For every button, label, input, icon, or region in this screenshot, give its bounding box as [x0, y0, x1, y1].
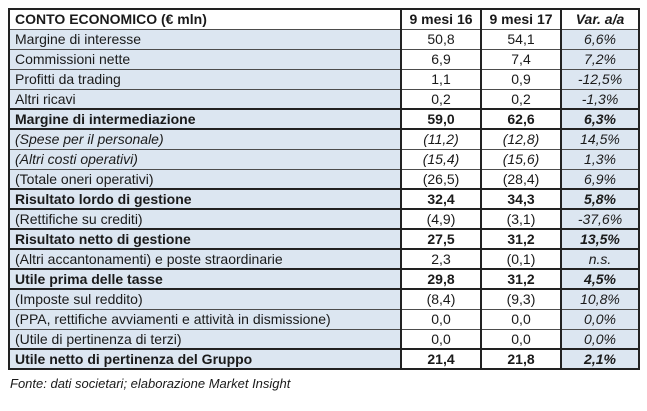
row-label-cell: Risultato lordo di gestione — [8, 188, 402, 210]
table-header-row: CONTO ECONOMICO (€ mln) 9 mesi 16 9 mesi… — [8, 8, 640, 30]
table-row: (Spese per il personale) (11,2) (12,8) 1… — [8, 128, 640, 150]
value-cell-var: 7,2% — [560, 48, 640, 70]
table-title: CONTO ECONOMICO (€ mln) — [8, 8, 402, 30]
value-cell-9m16: 27,5 — [400, 228, 482, 250]
table-row: Commissioni nette 6,9 7,4 7,2% — [8, 48, 640, 70]
row-label-cell: Commissioni nette — [8, 48, 402, 70]
row-label-cell: Profitti da trading — [8, 68, 402, 90]
source-note: Fonte: dati societari; elaborazione Mark… — [10, 376, 291, 391]
column-header-var: Var. a/a — [560, 8, 640, 30]
value-cell-var: 6,3% — [560, 108, 640, 130]
table-row: Altri ricavi 0,2 0,2 -1,3% — [8, 88, 640, 110]
value-cell-9m17: (9,3) — [480, 288, 562, 310]
value-cell-var: 4,5% — [560, 268, 640, 290]
table-row: (Rettifiche su crediti) (4,9) (3,1) -37,… — [8, 208, 640, 230]
table-row-total: Utile netto di pertinenza del Gruppo 21,… — [8, 348, 640, 370]
value-cell-var: 0,0% — [560, 328, 640, 350]
row-label-cell: (Totale oneri operativi) — [8, 168, 402, 190]
value-cell-var: 1,3% — [560, 148, 640, 170]
value-cell-9m16: 6,9 — [400, 48, 482, 70]
row-label-cell: (Utile di pertinenza di terzi) — [8, 328, 402, 350]
row-label-cell: (Rettifiche su crediti) — [8, 208, 402, 230]
row-label-cell: (Altri costi operativi) — [8, 148, 402, 170]
value-cell-9m16: (4,9) — [400, 208, 482, 230]
value-cell-9m16: 2,3 — [400, 248, 482, 270]
value-cell-var: -1,3% — [560, 88, 640, 110]
row-label-cell: (Spese per il personale) — [8, 128, 402, 150]
value-cell-var: 0,0% — [560, 308, 640, 330]
value-cell-9m16: 29,8 — [400, 268, 482, 290]
value-cell-9m17: 0,0 — [480, 308, 562, 330]
value-cell-9m17: 54,1 — [480, 28, 562, 50]
row-label-cell: Margine di intermediazione — [8, 108, 402, 130]
value-cell-var: 6,6% — [560, 28, 640, 50]
value-cell-9m16: (8,4) — [400, 288, 482, 310]
value-cell-9m16: 0,0 — [400, 328, 482, 350]
table-row: Profitti da trading 1,1 0,9 -12,5% — [8, 68, 640, 90]
value-cell-9m17: 7,4 — [480, 48, 562, 70]
row-label-cell: (Altri accantonamenti) e poste straordin… — [8, 248, 402, 270]
table-row: (Utile di pertinenza di terzi) 0,0 0,0 0… — [8, 328, 640, 350]
value-cell-var: 2,1% — [560, 348, 640, 370]
row-label-cell: Margine di interesse — [8, 28, 402, 50]
value-cell-9m16: 32,4 — [400, 188, 482, 210]
value-cell-9m17: (15,6) — [480, 148, 562, 170]
row-label-cell: (PPA, rettifiche avviamenti e attività i… — [8, 308, 402, 330]
income-statement-table: CONTO ECONOMICO (€ mln) 9 mesi 16 9 mesi… — [8, 8, 640, 370]
value-cell-var: -12,5% — [560, 68, 640, 90]
table-row: (Altri costi operativi) (15,4) (15,6) 1,… — [8, 148, 640, 170]
table-row-subtotal: Risultato netto di gestione 27,5 31,2 13… — [8, 228, 640, 250]
value-cell-9m17: 0,2 — [480, 88, 562, 110]
table-row: (Altri accantonamenti) e poste straordin… — [8, 248, 640, 270]
column-header-9m16: 9 mesi 16 — [400, 8, 482, 30]
table-row-subtotal: Margine di intermediazione 59,0 62,6 6,3… — [8, 108, 640, 130]
value-cell-9m16: (26,5) — [400, 168, 482, 190]
column-header-9m17: 9 mesi 17 — [480, 8, 562, 30]
value-cell-9m16: 0,2 — [400, 88, 482, 110]
row-label-cell: Risultato netto di gestione — [8, 228, 402, 250]
value-cell-9m17: 0,0 — [480, 328, 562, 350]
value-cell-9m17: 31,2 — [480, 228, 562, 250]
value-cell-9m16: 50,8 — [400, 28, 482, 50]
value-cell-var: n.s. — [560, 248, 640, 270]
table-row: (PPA, rettifiche avviamenti e attività i… — [8, 308, 640, 330]
value-cell-9m17: (28,4) — [480, 168, 562, 190]
value-cell-var: 14,5% — [560, 128, 640, 150]
value-cell-9m16: (15,4) — [400, 148, 482, 170]
value-cell-var: 6,9% — [560, 168, 640, 190]
value-cell-9m16: (11,2) — [400, 128, 482, 150]
value-cell-9m17: 62,6 — [480, 108, 562, 130]
value-cell-9m16: 1,1 — [400, 68, 482, 90]
table-row: (Totale oneri operativi) (26,5) (28,4) 6… — [8, 168, 640, 190]
row-label-cell: Utile prima delle tasse — [8, 268, 402, 290]
table-row: (Imposte sul reddito) (8,4) (9,3) 10,8% — [8, 288, 640, 310]
table-row-subtotal: Risultato lordo di gestione 32,4 34,3 5,… — [8, 188, 640, 210]
row-label-cell: (Imposte sul reddito) — [8, 288, 402, 310]
value-cell-9m17: (0,1) — [480, 248, 562, 270]
row-label-cell: Utile netto di pertinenza del Gruppo — [8, 348, 402, 370]
value-cell-9m16: 0,0 — [400, 308, 482, 330]
value-cell-9m17: (12,8) — [480, 128, 562, 150]
value-cell-9m16: 21,4 — [400, 348, 482, 370]
value-cell-9m17: 0,9 — [480, 68, 562, 90]
value-cell-var: -37,6% — [560, 208, 640, 230]
value-cell-9m17: (3,1) — [480, 208, 562, 230]
value-cell-9m17: 31,2 — [480, 268, 562, 290]
row-label-cell: Altri ricavi — [8, 88, 402, 110]
value-cell-var: 13,5% — [560, 228, 640, 250]
value-cell-var: 5,8% — [560, 188, 640, 210]
value-cell-9m17: 34,3 — [480, 188, 562, 210]
value-cell-9m17: 21,8 — [480, 348, 562, 370]
table-row-subtotal: Utile prima delle tasse 29,8 31,2 4,5% — [8, 268, 640, 290]
report-page: CONTO ECONOMICO (€ mln) 9 mesi 16 9 mesi… — [8, 8, 640, 391]
value-cell-var: 10,8% — [560, 288, 640, 310]
value-cell-9m16: 59,0 — [400, 108, 482, 130]
table-row: Margine di interesse 50,8 54,1 6,6% — [8, 28, 640, 50]
